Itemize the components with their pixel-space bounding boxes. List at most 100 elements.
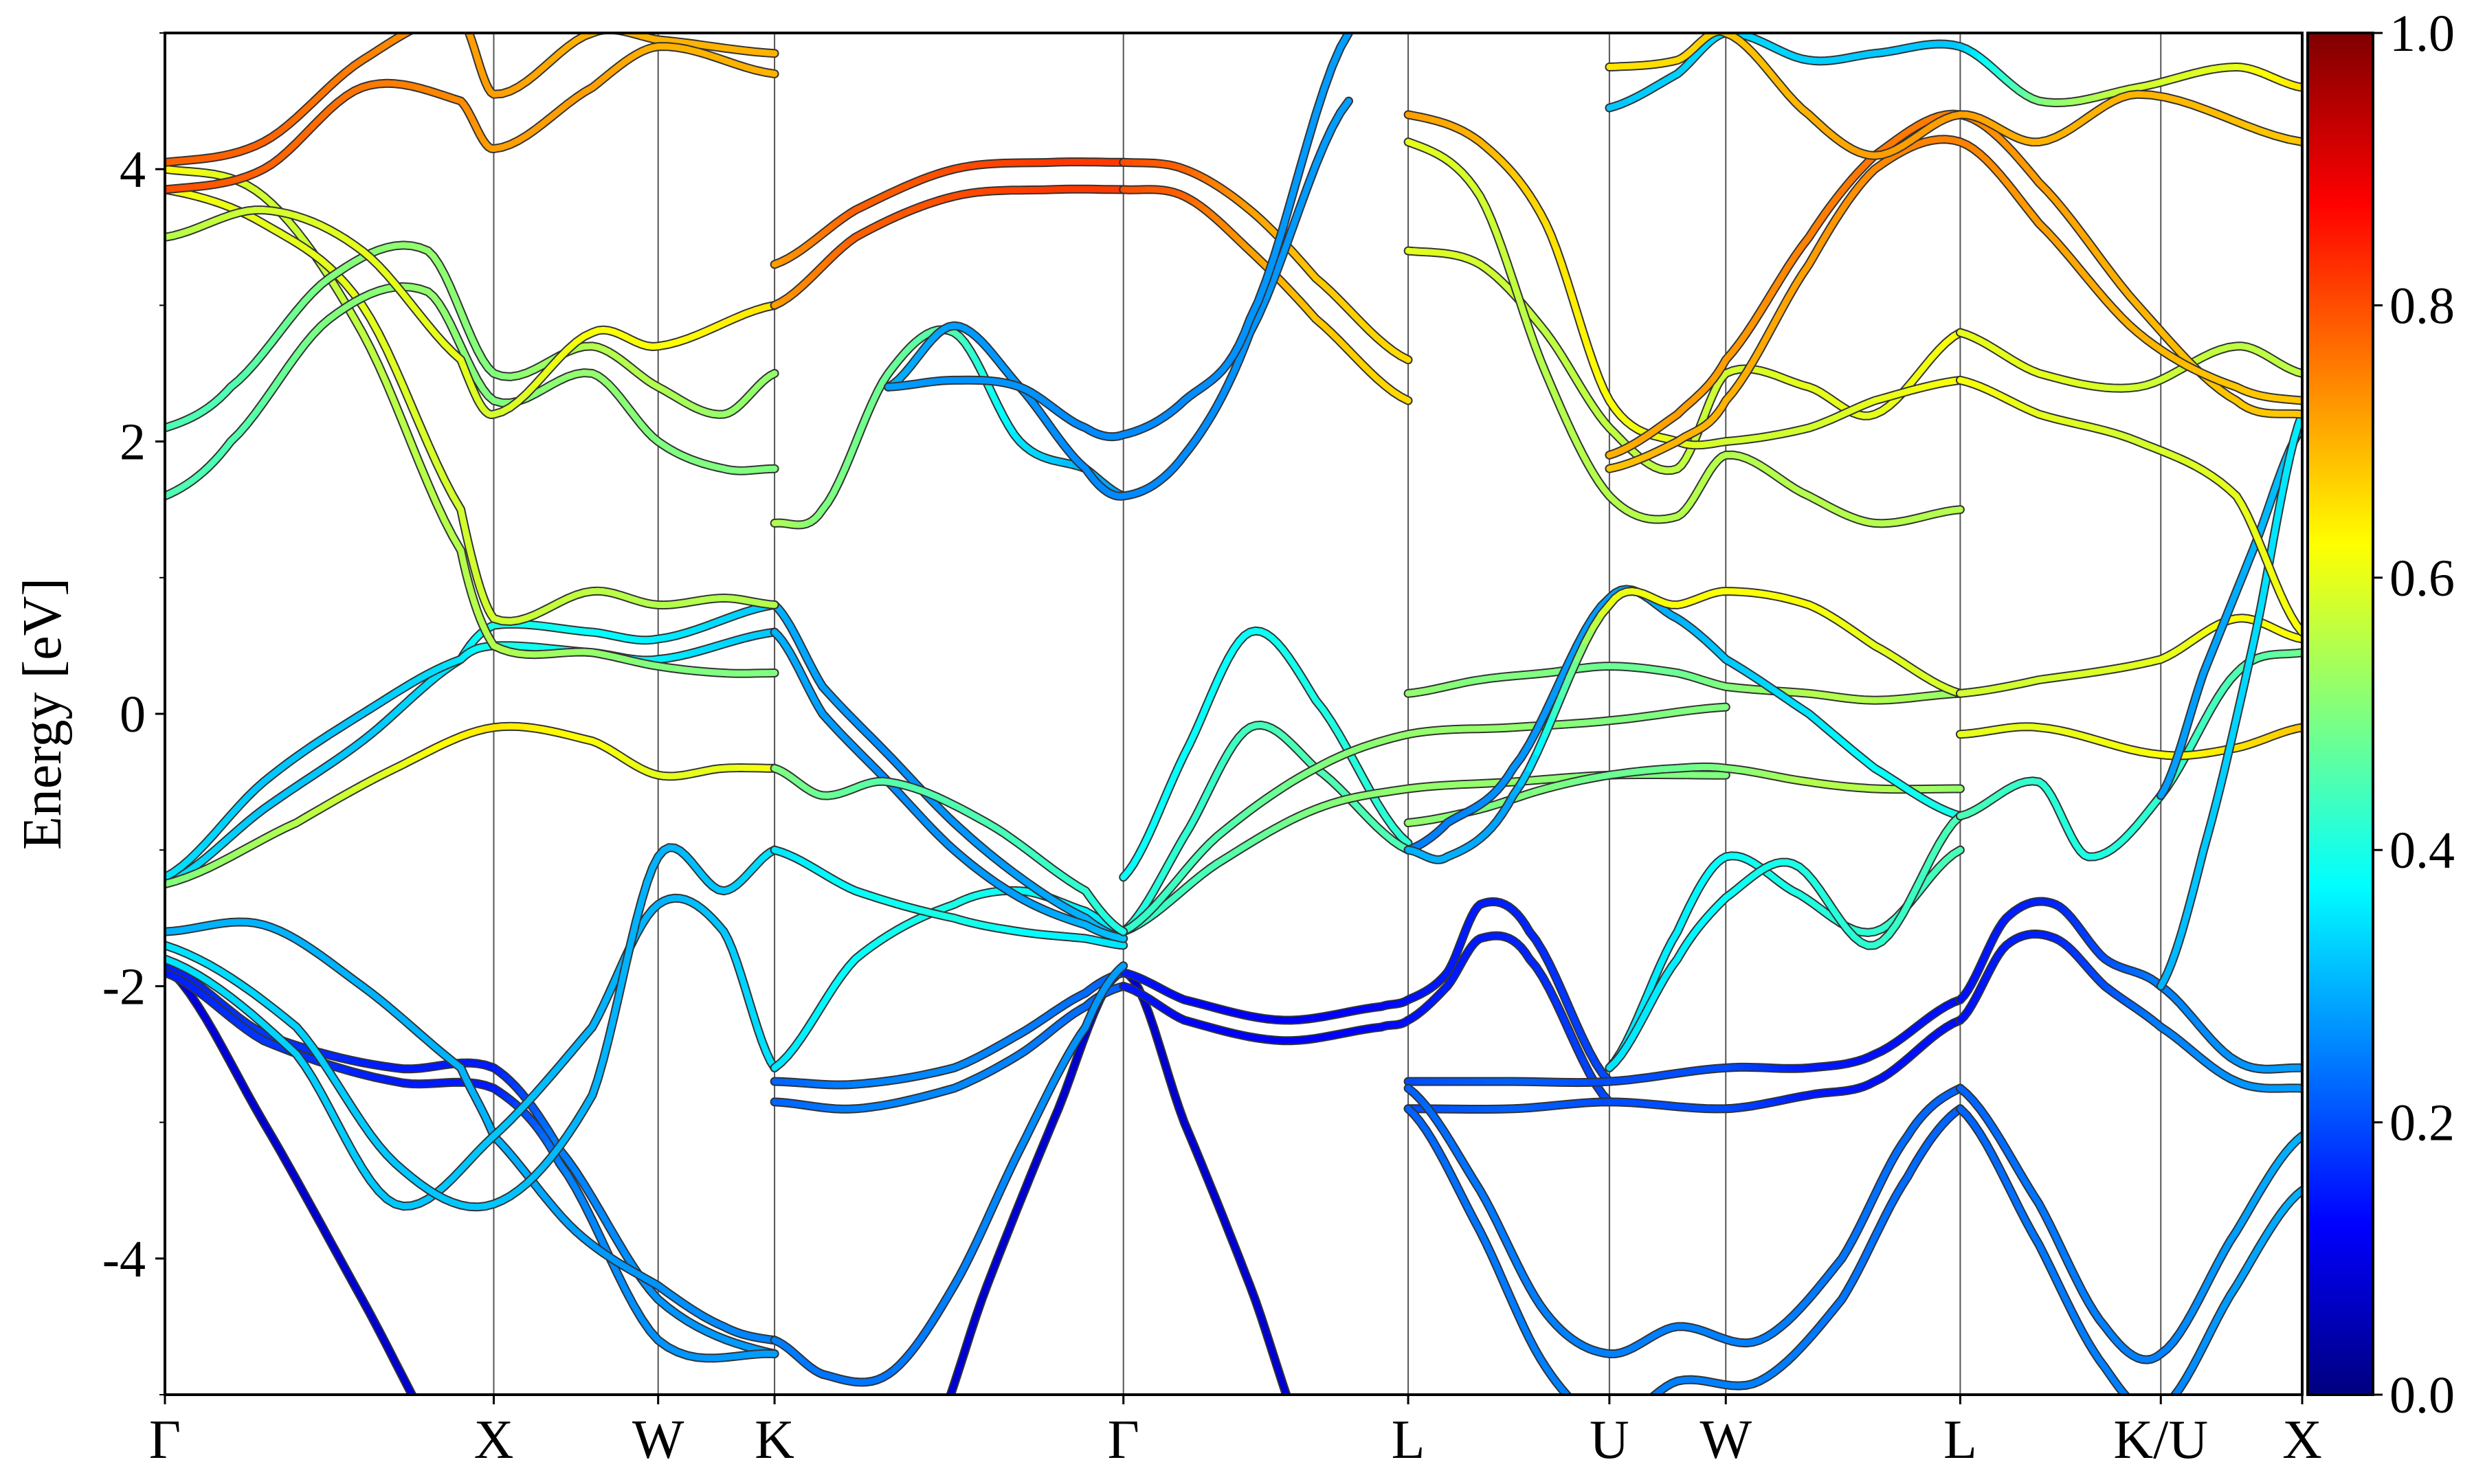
band-segment [767, 370, 778, 379]
band-3 [165, 968, 779, 1363]
band-48 [165, 19, 779, 167]
band-outline [770, 845, 1128, 950]
band-segment [436, 1439, 445, 1452]
band-segment [1296, 183, 1311, 212]
band-segment [926, 1443, 932, 1454]
band-29 [1119, 702, 1730, 936]
band-segment [633, 897, 645, 924]
band-41 [165, 721, 779, 889]
band-21 [770, 845, 1128, 950]
band-segment [1550, 675, 1565, 699]
band-segment [1329, 44, 1344, 70]
band-segment [1288, 168, 1303, 203]
band-segment [2249, 623, 2260, 649]
band-47 [165, 205, 779, 419]
band-outline [1119, 931, 1614, 1107]
band-segment [1313, 142, 1328, 168]
band-16 [165, 917, 779, 1345]
band-outline [1955, 897, 2302, 1074]
band-35 [1605, 811, 1965, 1072]
band-segment [408, 1391, 416, 1395]
band-65 [1605, 33, 2302, 160]
band-outline [1403, 662, 1965, 705]
band-outline [165, 917, 779, 1345]
band-33 [1403, 587, 1965, 864]
band-segment [392, 401, 407, 427]
band-segment [605, 1012, 618, 1042]
band-60 [1955, 375, 2302, 637]
band-segment [1632, 1410, 1638, 1414]
band-segment [1541, 712, 1557, 738]
band-34 [1605, 845, 1965, 1072]
band-segment [1300, 1430, 1305, 1443]
band-26 [1119, 626, 1413, 882]
band-segment [1289, 1401, 1294, 1417]
band-55 [884, 96, 1353, 501]
band-segment [1337, 98, 1352, 116]
band-segment [2258, 581, 2269, 609]
band-segment [1288, 205, 1303, 236]
band-outline [1119, 897, 1614, 1086]
band-51 [770, 184, 1128, 310]
band-segment [2270, 514, 2281, 543]
band-outline [770, 325, 1128, 530]
band-segment [445, 1452, 453, 1465]
band-segment [428, 21, 436, 23]
band-14 [1955, 1083, 2302, 1364]
band-segment [461, 19, 464, 22]
band-segment [600, 1035, 612, 1063]
band-segment [1271, 251, 1286, 280]
band-segment [1643, 1400, 1649, 1405]
band-54 [770, 325, 1128, 530]
band-segment [932, 1430, 937, 1443]
band-segment [383, 346, 399, 371]
band-segment [614, 33, 622, 34]
band-1 [926, 968, 1316, 1463]
band-segment [618, 33, 628, 35]
band-segment [375, 330, 390, 353]
band-segment [622, 940, 634, 970]
band-32 [1403, 585, 1965, 855]
band-49 [165, 42, 779, 194]
band-segment [392, 364, 407, 390]
band-outline [165, 961, 417, 1395]
band-12 [1403, 1083, 1965, 1358]
band-segment [416, 422, 432, 447]
band-segment [1255, 294, 1270, 319]
band-13 [1403, 1104, 1965, 1414]
band-segment [1397, 833, 1412, 846]
band-43 [165, 164, 779, 678]
band-8 [1403, 995, 1965, 1088]
band-38 [1955, 722, 2302, 761]
band-30 [1403, 662, 1965, 705]
band-segment [428, 1424, 436, 1439]
band-segment [616, 964, 629, 995]
band-segment [761, 49, 778, 57]
band-0 [165, 961, 453, 1465]
band-segment [383, 381, 399, 407]
band-segment [1311, 1454, 1316, 1463]
band-segment [400, 420, 415, 447]
band-segment [1263, 273, 1278, 301]
band-15 [1955, 1104, 2302, 1395]
band-10 [1955, 897, 2302, 1074]
band-segment [1255, 276, 1270, 305]
band-segment [408, 403, 423, 429]
band-17 [770, 961, 1128, 1387]
band-segment [1397, 352, 1412, 363]
band-segment [1280, 229, 1295, 258]
band-53 [1119, 185, 1413, 405]
band-segment [1304, 111, 1319, 146]
band-7 [1119, 931, 1614, 1107]
band-segment [416, 461, 432, 487]
band-segment [943, 1401, 948, 1417]
band-63 [1605, 135, 2302, 473]
band-segment [1534, 731, 1548, 756]
band-segment [420, 1409, 428, 1424]
band-6 [1119, 897, 1614, 1086]
band-44 [165, 185, 779, 626]
band-segment [1574, 639, 1589, 662]
band-9 [1403, 1015, 1965, 1114]
band-segment [1713, 704, 1729, 711]
